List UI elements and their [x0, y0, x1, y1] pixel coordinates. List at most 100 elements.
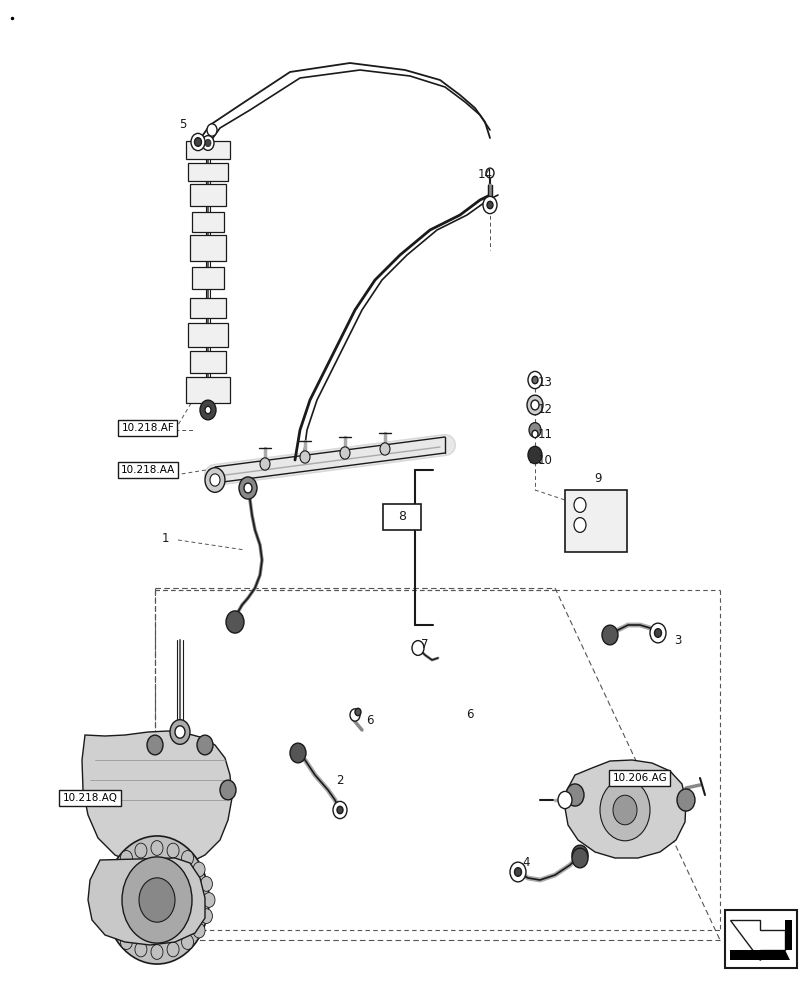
Bar [186, 141, 230, 159]
Circle shape [169, 720, 190, 744]
Circle shape [200, 909, 212, 923]
Circle shape [527, 371, 541, 389]
Text: 2: 2 [336, 774, 343, 786]
Circle shape [649, 623, 665, 643]
Circle shape [101, 877, 114, 891]
Bar [724, 910, 796, 968]
Circle shape [182, 851, 193, 865]
Text: 6: 6 [366, 714, 373, 726]
Text: 3: 3 [673, 634, 681, 647]
Bar [190, 184, 225, 206]
Bar [190, 298, 225, 318]
Text: 7: 7 [421, 639, 428, 652]
Text: 14: 14 [477, 168, 492, 182]
Circle shape [260, 458, 270, 470]
Circle shape [191, 133, 204, 151]
Polygon shape [82, 731, 232, 868]
Polygon shape [564, 760, 685, 858]
Bar [186, 377, 230, 403]
Circle shape [109, 923, 121, 938]
Bar [191, 267, 224, 289]
Circle shape [193, 862, 205, 877]
Circle shape [528, 423, 540, 437]
Circle shape [354, 708, 361, 716]
Circle shape [243, 483, 251, 493]
Circle shape [573, 518, 586, 532]
Circle shape [200, 400, 216, 420]
Circle shape [380, 443, 389, 455]
Circle shape [151, 945, 163, 959]
Text: 8: 8 [397, 510, 406, 524]
Circle shape [99, 893, 111, 907]
Bar [190, 351, 225, 373]
Circle shape [204, 468, 225, 492]
Circle shape [120, 851, 132, 865]
Circle shape [120, 935, 132, 949]
Circle shape [654, 629, 661, 637]
Circle shape [135, 942, 147, 957]
Text: 5: 5 [179, 118, 187, 131]
Circle shape [204, 139, 211, 147]
Text: 1: 1 [161, 532, 169, 544]
Circle shape [333, 801, 346, 819]
Circle shape [514, 868, 521, 876]
Circle shape [676, 789, 694, 811]
Circle shape [151, 841, 163, 855]
Circle shape [487, 201, 492, 209]
Circle shape [530, 400, 539, 410]
Circle shape [101, 909, 114, 923]
Circle shape [509, 862, 526, 882]
Circle shape [411, 641, 423, 655]
Circle shape [203, 893, 215, 907]
Circle shape [350, 709, 359, 721]
Circle shape [340, 447, 350, 459]
Circle shape [220, 780, 236, 800]
Circle shape [290, 743, 306, 763]
Text: 4: 4 [521, 856, 529, 868]
Bar [383, 504, 420, 530]
Circle shape [573, 498, 586, 512]
Circle shape [557, 791, 571, 809]
Bar [191, 212, 224, 232]
Circle shape [612, 795, 636, 825]
Text: 13: 13 [537, 376, 551, 389]
Circle shape [571, 845, 587, 865]
Circle shape [135, 843, 147, 858]
Circle shape [527, 446, 541, 464]
Circle shape [207, 124, 217, 136]
Text: 10.218.AF: 10.218.AF [122, 423, 174, 433]
Circle shape [565, 784, 583, 806]
Text: 10: 10 [537, 454, 551, 466]
Circle shape [195, 138, 201, 146]
Text: 9: 9 [594, 472, 601, 485]
Circle shape [139, 878, 175, 922]
Polygon shape [88, 858, 204, 945]
Bar [564, 490, 626, 552]
Circle shape [337, 806, 342, 814]
Text: 10.206.AG: 10.206.AG [611, 773, 667, 783]
Circle shape [122, 857, 191, 943]
Circle shape [571, 848, 587, 868]
Circle shape [601, 625, 617, 645]
Circle shape [204, 406, 211, 414]
Circle shape [147, 735, 163, 755]
Text: 10.218.AQ: 10.218.AQ [62, 793, 118, 803]
Circle shape [182, 935, 193, 949]
Circle shape [531, 430, 538, 438]
Circle shape [526, 395, 543, 415]
Circle shape [599, 779, 649, 841]
Circle shape [167, 843, 179, 858]
Circle shape [109, 862, 121, 877]
Circle shape [167, 942, 179, 957]
Polygon shape [729, 920, 784, 960]
Circle shape [531, 376, 538, 384]
Circle shape [299, 451, 310, 463]
Polygon shape [784, 920, 791, 950]
Circle shape [105, 836, 208, 964]
Circle shape [238, 477, 257, 499]
Text: 11: 11 [537, 428, 551, 442]
Circle shape [210, 474, 220, 486]
Bar [190, 235, 225, 261]
Circle shape [197, 735, 212, 755]
Circle shape [486, 168, 493, 178]
